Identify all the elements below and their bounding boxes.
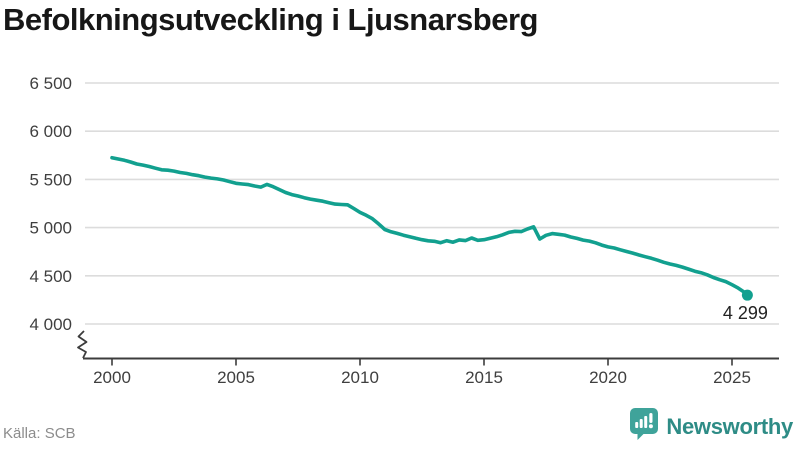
axis-break-icon (77, 330, 88, 359)
x-axis-label: 2005 (217, 368, 255, 387)
newsworthy-speech-bubble-chart-icon (630, 408, 659, 445)
x-axis-label: 2025 (713, 368, 751, 387)
newsworthy-logo-text: Newsworthy (666, 413, 793, 439)
x-axis-label: 2010 (341, 368, 379, 387)
x-axis-label: 2000 (93, 368, 131, 387)
y-axis-label: 4 500 (29, 267, 72, 286)
population-trend-line (110, 155, 750, 298)
newsworthy-logo: Newsworthy (630, 408, 793, 445)
y-axis-label: 5 000 (29, 219, 72, 238)
latest-point-dot (741, 289, 753, 301)
y-axis-label: 4 000 (29, 315, 72, 334)
y-axis-label: 6 500 (29, 74, 72, 93)
y-axis-label: 6 000 (29, 122, 72, 141)
x-axis-label: 2020 (589, 368, 627, 387)
footer: Källa: SCB Newsworthy (0, 404, 800, 450)
y-axis-label: 5 500 (29, 170, 72, 189)
source-credit: Källa: SCB (3, 425, 76, 442)
latest-value-label: 4 299 (723, 303, 768, 323)
page-title: Befolkningsutveckling i Ljusnarsberg (3, 2, 538, 37)
x-axis-label: 2015 (465, 368, 503, 387)
